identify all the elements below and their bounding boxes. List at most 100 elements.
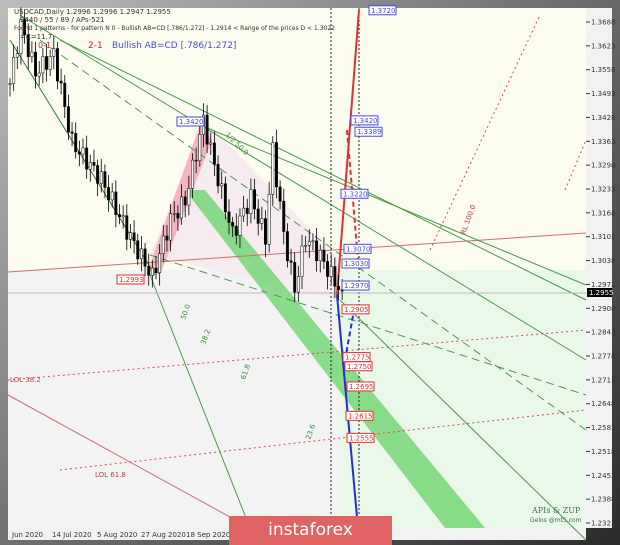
candle-body [285, 231, 289, 262]
watermark-line2: Gelos @mt5.com [530, 517, 582, 524]
candle-body [139, 248, 143, 260]
y-tick-label: 1.2648 [591, 400, 616, 408]
y-tick-label: 1.2908 [591, 305, 616, 313]
candle-body [238, 215, 242, 236]
y-axis: 1.3688 1.3623 1.3558 1.3493 1.3428 1.3363 1.32… [586, 19, 616, 528]
candle-body [147, 266, 151, 276]
candle-body [311, 240, 315, 243]
candle-body [56, 48, 59, 82]
candle-body [158, 253, 162, 273]
candle-body [220, 183, 224, 187]
candle-body [194, 159, 198, 162]
candle-body [23, 19, 27, 36]
upside-target-label: 1.3070 [346, 245, 371, 253]
green-line-6 [199, 124, 587, 286]
price-scale [586, 8, 612, 528]
red-diag-line [7, 394, 251, 529]
candle-body [26, 34, 30, 58]
candle-body [85, 147, 89, 170]
upside-target-label: 1.3030 [344, 260, 369, 268]
candle-body [19, 19, 23, 54]
candle-body [92, 162, 96, 166]
downside-target-label: 1.2555 [349, 434, 374, 442]
candle-body [118, 214, 121, 218]
downside-target-label: 1.2775 [345, 354, 370, 362]
candle-body [48, 56, 52, 70]
candle-body [227, 211, 231, 223]
candle-body [161, 235, 165, 254]
candle-body [15, 53, 19, 58]
candle-body [326, 261, 330, 277]
extra-line: =C=11.7 [20, 33, 53, 41]
candle-body [322, 249, 326, 262]
upside-target-label: 1.3720 [371, 7, 396, 15]
candle-body [234, 225, 238, 236]
candle-body [304, 245, 308, 247]
candle-body [231, 222, 235, 227]
candle-body [8, 83, 12, 85]
blue-projection-dashed [344, 309, 355, 361]
upside-target-box [354, 126, 383, 137]
candle-body [59, 80, 63, 84]
upside-target-label: 1.3389 [357, 128, 382, 136]
candle-body [70, 131, 74, 134]
x-tick-label: 14 Jul 2020 [52, 531, 92, 539]
candle-body [74, 133, 78, 153]
y-tick-label: 1.3103 [591, 233, 616, 241]
upside-target-box [350, 115, 379, 126]
candle-body [205, 114, 209, 145]
candle-body [103, 171, 107, 188]
candle-body [132, 232, 136, 241]
candles [8, 7, 344, 303]
level-label: LOL 38.2 [10, 376, 41, 384]
candle-body [34, 51, 37, 77]
downside-target-box [346, 432, 375, 443]
upside-target-box [340, 188, 369, 199]
candle-body [275, 142, 278, 188]
candle-body [187, 188, 191, 206]
candle-body [37, 72, 41, 77]
candle-body [242, 207, 246, 217]
wave-label-0-1: 0-1 [38, 41, 51, 50]
green-line-2 [39, 39, 587, 431]
green-line-4 [149, 254, 587, 396]
y-tick-label: 1.2453 [591, 472, 616, 480]
green-line-3 [59, 39, 587, 301]
candle-body [154, 267, 158, 273]
downside-target-label: 1.2615 [348, 412, 373, 420]
x-axis: Jun 2020 14 Jul 2020 5 Aug 2020 27 Aug 2020… [11, 531, 230, 539]
candle-body [198, 134, 202, 161]
candle-body [264, 218, 267, 245]
candle-body [249, 189, 253, 214]
downside-target-box [344, 361, 373, 372]
y-tick-label: 1.3298 [591, 162, 616, 170]
candle-body [176, 213, 180, 219]
candle-body [41, 56, 45, 74]
upside-target-box [368, 5, 397, 16]
target-labels: 1.3720 1.3420 1.3389 1.3220 1.3070 1.3030 1.29… [340, 5, 397, 443]
y-tick-label: 1.2388 [591, 496, 616, 504]
candle-body [125, 215, 129, 240]
downside-target-label: 1.2905 [344, 306, 369, 314]
candle-body [245, 207, 249, 214]
candle-body [183, 196, 187, 206]
candle-body [66, 106, 70, 133]
candle-body [271, 142, 275, 195]
red-dotted-2 [59, 409, 587, 471]
candle-body [191, 159, 194, 189]
candle-body [96, 165, 100, 184]
candle-body [150, 267, 154, 276]
candle-body [260, 218, 264, 224]
candle-body [107, 187, 110, 201]
candle-body [114, 191, 118, 215]
y-tick-label: 1.3363 [591, 138, 616, 146]
swing-low-label: 1.2993 [119, 276, 144, 284]
instaforex-logo: instaforex [229, 516, 392, 545]
candle-body [77, 151, 81, 155]
candle-body [172, 213, 176, 215]
candle-body [296, 276, 300, 293]
x-tick-label: Jun 2020 [11, 531, 43, 539]
candle-body [63, 82, 67, 107]
candle-body [30, 51, 34, 58]
